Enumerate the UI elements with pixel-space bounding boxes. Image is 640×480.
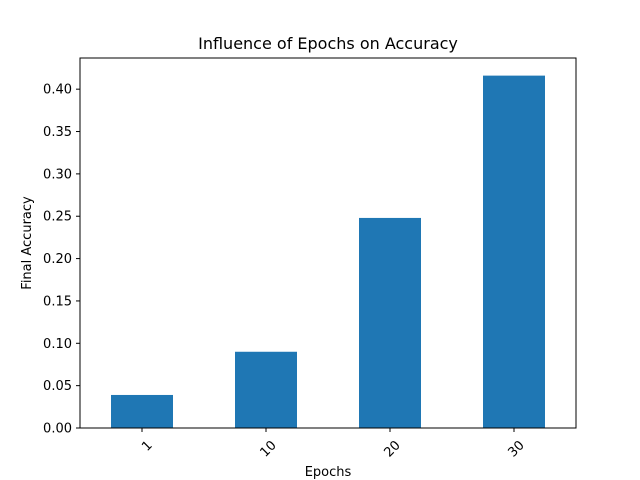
bar-10 (235, 351, 297, 428)
y-tick-label: 0.35 (43, 125, 72, 140)
y-tick-label: 0.05 (43, 379, 72, 394)
bar-30 (483, 75, 545, 429)
bar-20 (359, 217, 421, 428)
x-axis-label: Epochs (305, 465, 352, 480)
y-tick-label: 0.20 (43, 252, 72, 267)
bars-group (111, 75, 545, 429)
y-axis-label: Final Accuracy (20, 196, 35, 290)
chart-title: Influence of Epochs on Accuracy (198, 34, 458, 53)
y-tick-label: 0.10 (43, 337, 72, 352)
x-tick-label: 1 (139, 438, 155, 454)
y-tick-label: 0.25 (43, 210, 72, 225)
x-axis: 1 10 20 30 (139, 428, 528, 460)
y-tick-label: 0.15 (43, 294, 72, 309)
y-tick-label: 0.00 (43, 422, 72, 437)
x-tick-label: 20 (381, 438, 403, 460)
y-tick-label: 0.40 (43, 83, 72, 98)
y-tick-label: 0.30 (43, 167, 72, 182)
y-axis: 0.00 0.05 0.10 0.15 0.20 0.25 0.30 0.35 0.40 (43, 83, 80, 437)
x-tick-label: 10 (257, 438, 279, 460)
x-tick-label: 30 (505, 438, 527, 460)
bar-1 (111, 394, 173, 428)
plot-frame (79, 57, 577, 429)
